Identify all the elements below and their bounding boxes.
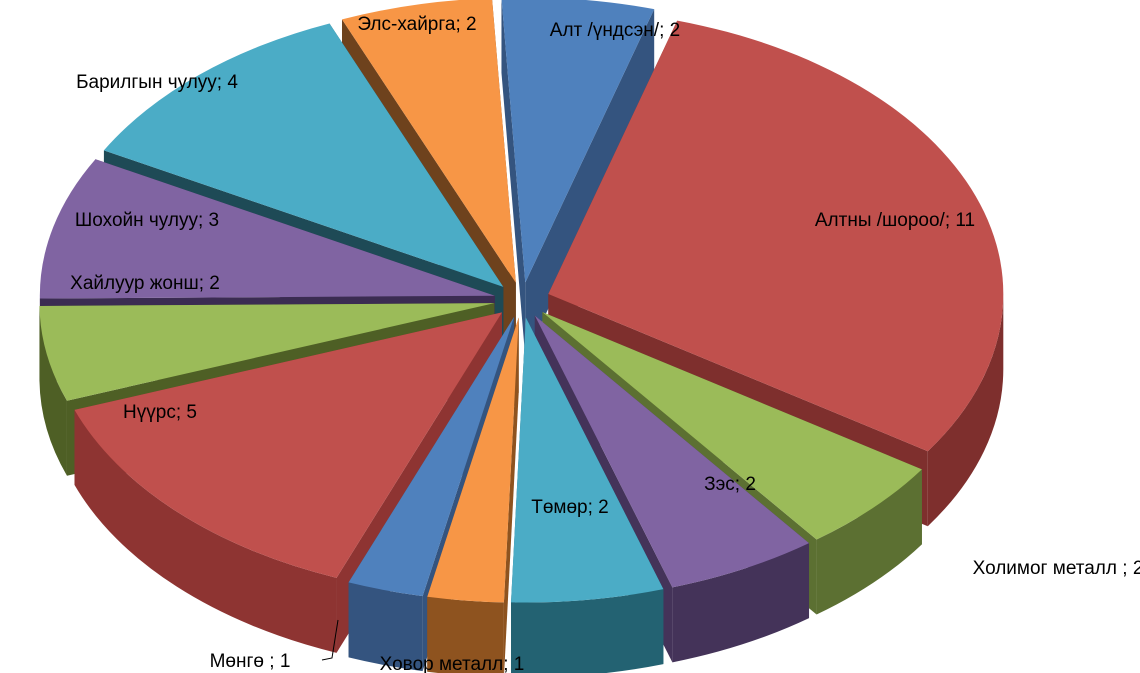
slice-tops: [39, 0, 1004, 603]
pie-slice-11: [103, 23, 504, 287]
slice-wall-1-end: [525, 9, 655, 358]
pie-slice-10: [39, 159, 495, 299]
slice-label-1: Алт /үндсэн/; 2: [550, 20, 680, 41]
pie-slice-2: [548, 20, 1004, 452]
slice-labels: Алт /үндсэн/; 2 Алтны /шороо/; 11 Холимог …: [70, 14, 1140, 673]
slice-outer-wall-7: [348, 582, 423, 672]
slice-wall-1-start: [501, 0, 526, 358]
label-leader-line: [321, 619, 339, 661]
slice-outer-wall-6: [427, 596, 504, 673]
slice-outer-wall-8: [74, 409, 337, 653]
slice-outer-wall-4: [672, 543, 810, 663]
pie-slice-12: [342, 0, 516, 283]
slice-label-12: Элс-хайрга; 2: [357, 14, 476, 35]
slice-outer-wall-9: [39, 305, 67, 476]
pie-slice-7: [348, 316, 515, 597]
pie-slice-3: [542, 312, 922, 540]
slice-label-4: Зэс; 2: [704, 474, 756, 495]
slice-label-10: Шохойн чулуу; 3: [75, 210, 219, 231]
slice-label-7: Мөнгө ; 1: [210, 651, 291, 672]
slice-label-3: Холимог металл ; 2: [973, 558, 1140, 579]
pie-slice-1: [501, 0, 655, 283]
slice-outer-wall-3: [816, 469, 922, 615]
slice-wall-6-start: [503, 317, 519, 673]
slice-label-9: Хайлуур жонш; 2: [70, 273, 220, 294]
slice-label-2: Алтны /шороо/; 11: [815, 210, 975, 231]
slice-label-6: Ховор металл; 1: [380, 654, 525, 673]
pie-slice-8: [74, 312, 502, 578]
slice-label-5: Төмөр; 2: [531, 497, 609, 518]
pie-slice-6: [427, 317, 519, 603]
slice-outer-wall-5: [511, 589, 664, 673]
pie-slice-9: [39, 303, 495, 401]
slice-label-11: Барилгын чулуу; 4: [76, 72, 238, 93]
slice-outer-wall-2: [927, 293, 1004, 527]
pie-slice-4: [534, 315, 810, 588]
slice-label-8: Нүүрс; 5: [123, 402, 197, 423]
pie-slice-5: [511, 317, 664, 603]
